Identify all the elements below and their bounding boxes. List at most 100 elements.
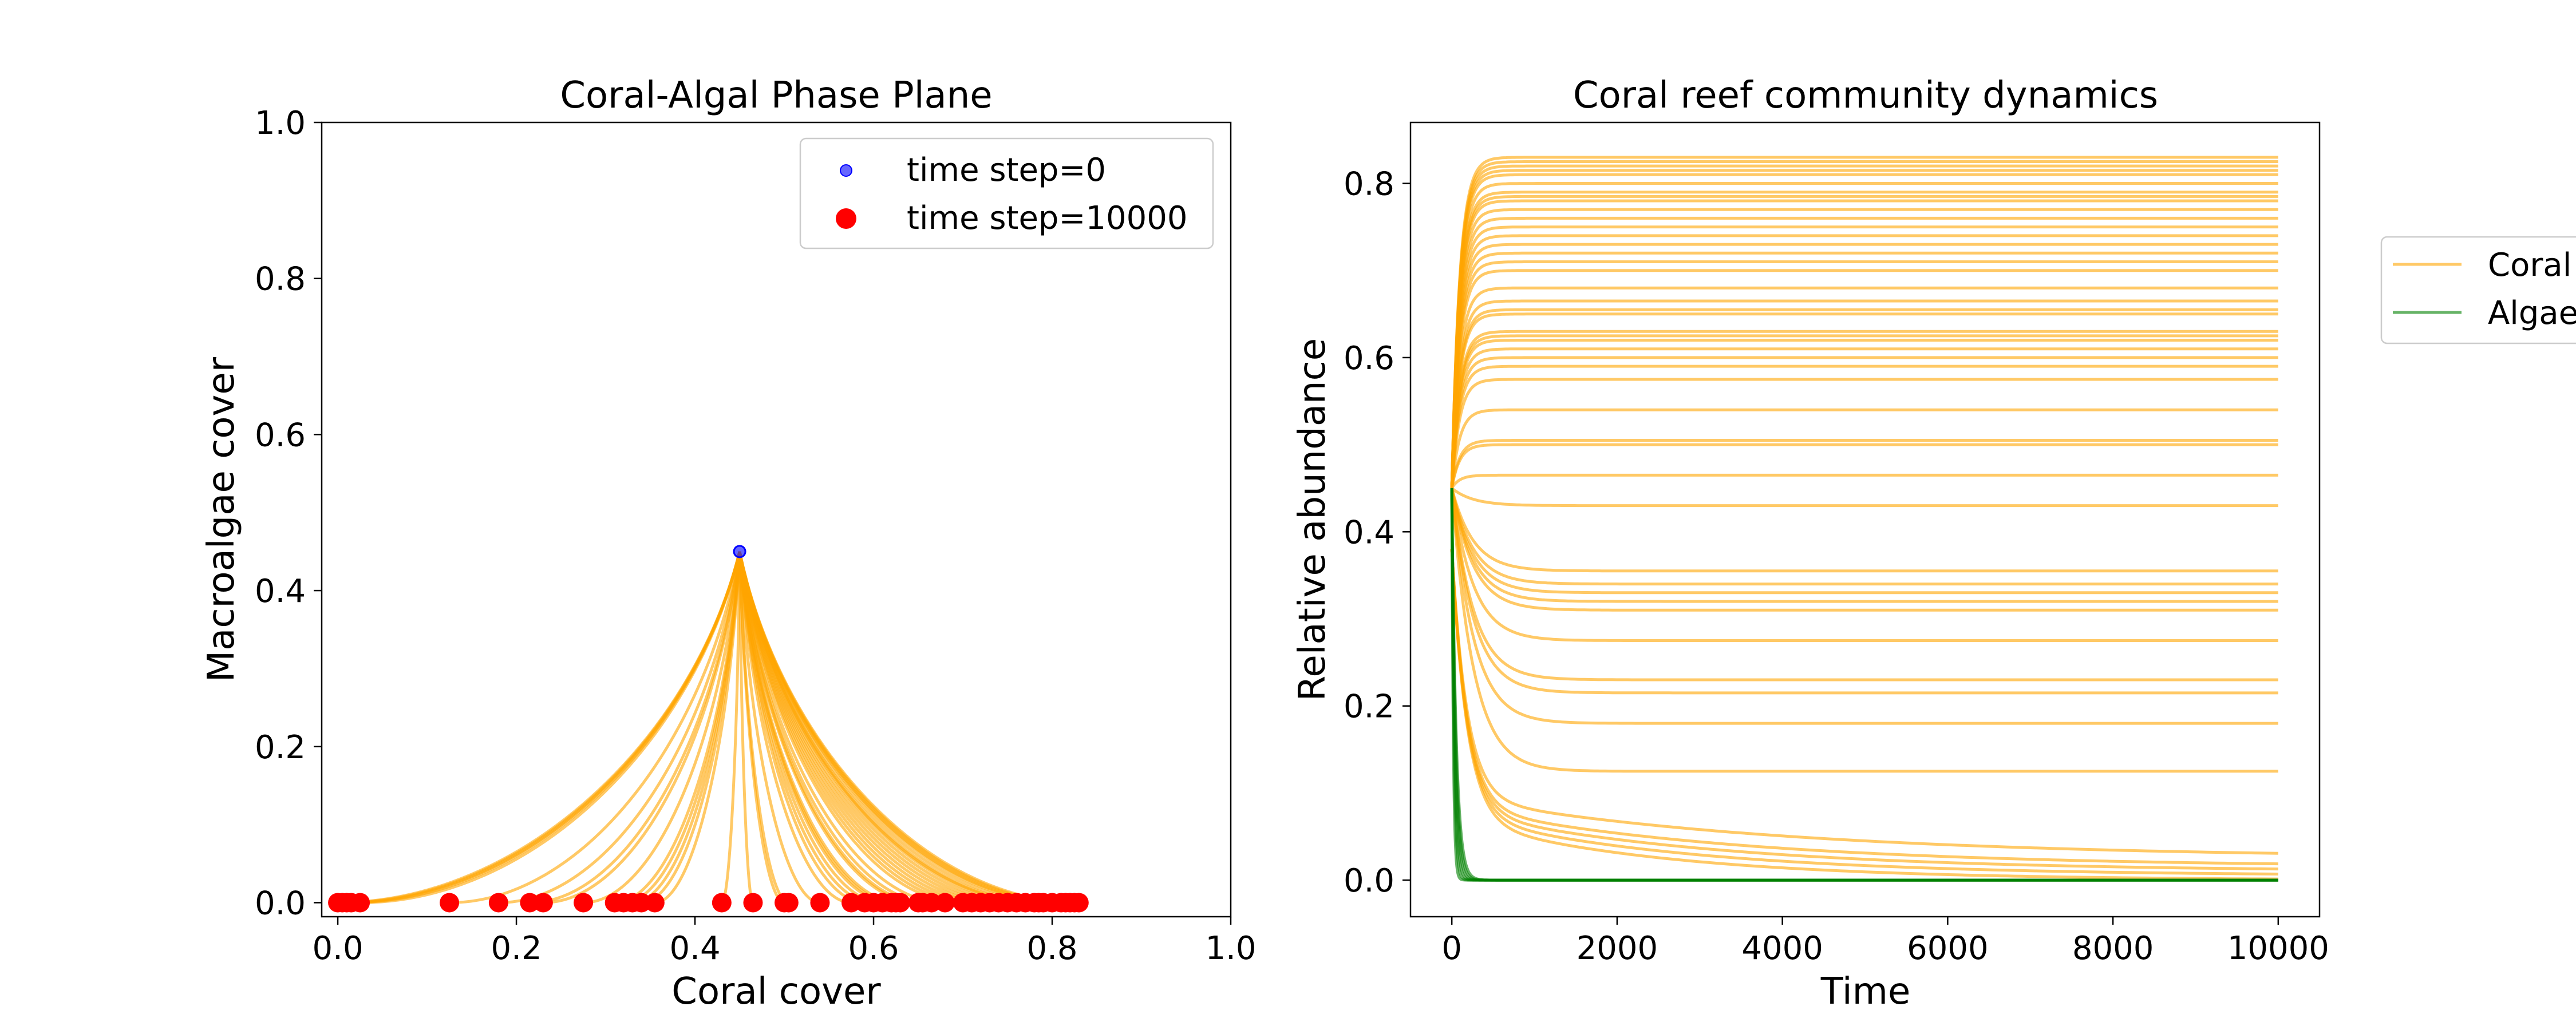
y-tick-label: 1.0 — [255, 105, 306, 142]
y-tick-label: 0.8 — [1344, 166, 1394, 203]
end-points — [328, 893, 1089, 913]
phase-trajectory — [360, 551, 741, 904]
y-tick-label: 0.8 — [255, 261, 306, 298]
coral-series-line — [1450, 299, 2278, 489]
dynamics-y-axis-label: Relative abundance — [1291, 338, 1334, 701]
phase-trajectory — [543, 551, 741, 904]
coral-series-line — [1450, 269, 2278, 489]
phase-trajectory — [738, 551, 1079, 904]
x-tick-label: 1.0 — [1205, 930, 1256, 967]
phase-trajectory — [498, 551, 741, 904]
coral-series-line — [1450, 439, 2278, 489]
end-point-marker — [779, 893, 799, 913]
coral-series-line — [1450, 408, 2278, 489]
y-tick-label: 0.6 — [1344, 340, 1394, 377]
x-tick-label: 2000 — [1577, 930, 1658, 967]
x-tick-label: 4000 — [1741, 930, 1823, 967]
x-tick-label: 0 — [1441, 930, 1462, 967]
end-point-marker — [935, 893, 955, 913]
end-point-marker — [574, 893, 594, 913]
coral-series-line — [1450, 260, 2278, 489]
x-tick-label: 0.4 — [670, 930, 721, 967]
algae-series-line — [1450, 488, 2278, 882]
coral-series-line — [1450, 208, 2278, 489]
end-point-marker — [922, 893, 942, 913]
phase-legend-frame — [799, 137, 1214, 249]
legend-label-time-step-10000: time step=10000 — [907, 200, 1188, 237]
start-point-marker — [733, 545, 746, 558]
coral-series-line — [1450, 339, 2278, 489]
coral-series-line — [1450, 488, 2278, 603]
phase-trajectory — [738, 551, 820, 904]
coral-series-line — [1450, 549, 2278, 881]
legend-marker-time-step-10000 — [836, 208, 856, 229]
coral-series-line — [1450, 356, 2278, 489]
coral-series-line — [1450, 308, 2278, 489]
coral-series-line — [1450, 347, 2278, 489]
legend-label-algae: Algae — [2488, 295, 2576, 332]
phase-x-axis-label: Coral cover — [671, 970, 881, 1013]
phase-trajectory — [721, 551, 741, 904]
x-tick-label: 8000 — [2072, 930, 2154, 967]
coral-series-line — [1450, 330, 2278, 489]
phase-plane-title: Coral-Algal Phase Plane — [560, 74, 992, 117]
dynamics-y-ticks: 0.0 0.2 0.4 0.6 0.8 — [1344, 166, 1411, 900]
phase-plane-chart: Coral-Algal Phase Plane 0.0 0.2 0.4 0.6 0.8 1… — [200, 74, 1257, 1013]
dynamics-plot-frame — [1409, 121, 2321, 918]
x-tick-label: 0.6 — [848, 930, 899, 967]
phase-trajectory — [449, 551, 741, 904]
dynamics-legend: Coral Algae — [2380, 236, 2576, 344]
legend-label-coral: Coral — [2488, 247, 2571, 284]
algae-series-line — [1450, 488, 2278, 882]
coral-series-line — [1450, 443, 2278, 489]
phase-plot-frame — [321, 121, 1232, 918]
coral-series-line — [1450, 488, 2278, 695]
coral-series-line — [1450, 488, 2278, 586]
coral-series-line — [1450, 488, 2278, 612]
end-point-marker — [645, 893, 665, 913]
end-point-marker — [743, 893, 763, 913]
end-point-marker — [488, 893, 508, 913]
coral-series-line — [1450, 473, 2278, 489]
phase-trajectory — [654, 551, 741, 904]
coral-series-line — [1450, 251, 2278, 489]
y-tick-label: 0.0 — [255, 885, 306, 922]
dynamics-x-ticks: 0 2000 4000 6000 8000 10000 — [1441, 917, 2329, 967]
end-point-marker — [533, 893, 553, 913]
coral-series-line — [1450, 216, 2278, 489]
coral-lines — [1450, 156, 2278, 881]
phase-y-axis-label: Macroalgae cover — [200, 356, 243, 682]
x-tick-label: 10000 — [2227, 930, 2329, 967]
community-dynamics-chart: Coral reef community dynamics 0 2000 4000 6… — [1291, 74, 2576, 1013]
coral-series-line — [1450, 225, 2278, 489]
coral-series-line — [1450, 486, 2278, 508]
phase-trajectory — [738, 551, 789, 904]
algae-series-line — [1450, 488, 2278, 882]
algae-series-line — [1450, 488, 2278, 882]
algae-series-line — [1450, 488, 2278, 882]
algae-lines — [1450, 488, 2278, 882]
coral-series-line — [1450, 549, 2278, 855]
coral-series-line — [1450, 286, 2278, 489]
end-point-marker — [890, 893, 910, 913]
x-tick-label: 0.8 — [1026, 930, 1077, 967]
phase-legend: time step=0 time step=10000 — [799, 137, 1214, 249]
phase-x-ticks: 0.0 0.2 0.4 0.6 0.8 1.0 — [313, 917, 1257, 967]
end-point-marker — [350, 893, 370, 913]
coral-series-line — [1450, 488, 2278, 773]
start-points — [733, 545, 746, 558]
coral-series-line — [1450, 156, 2278, 489]
coral-series-line — [1450, 488, 2278, 682]
x-tick-label: 6000 — [1907, 930, 1989, 967]
y-tick-label: 0.6 — [255, 417, 306, 454]
end-point-marker — [810, 893, 830, 913]
phase-y-ticks: 0.0 0.2 0.4 0.6 0.8 1.0 — [255, 105, 322, 922]
end-point-marker — [1069, 893, 1089, 913]
y-tick-label: 0.4 — [1344, 514, 1394, 551]
y-tick-label: 0.2 — [1344, 688, 1394, 726]
coral-series-line — [1450, 549, 2278, 876]
y-tick-label: 0.0 — [1344, 862, 1394, 900]
coral-series-line — [1450, 234, 2278, 489]
coral-series-line — [1450, 488, 2278, 642]
y-tick-label: 0.4 — [255, 573, 306, 610]
